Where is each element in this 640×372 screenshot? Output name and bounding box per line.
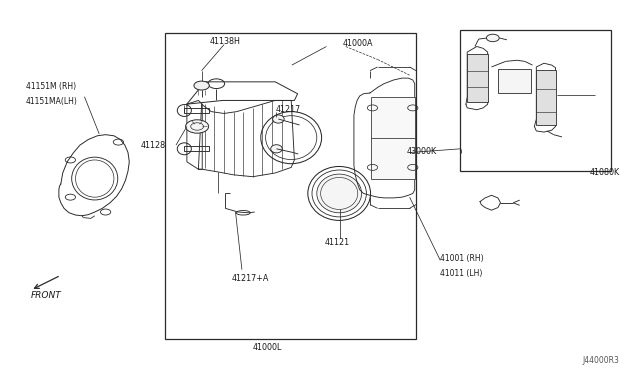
Text: 41000A: 41000A [342, 39, 373, 48]
Text: 41151M (RH): 41151M (RH) [26, 82, 76, 91]
Bar [184, 146, 209, 151]
Text: 41001 (RH): 41001 (RH) [440, 254, 484, 263]
Bar [165, 33, 416, 339]
Text: 41128: 41128 [141, 141, 166, 150]
Circle shape [194, 81, 209, 90]
Bar [467, 54, 488, 102]
Text: J44000R3: J44000R3 [582, 356, 620, 365]
Bar [460, 30, 611, 171]
Ellipse shape [317, 174, 362, 213]
Ellipse shape [273, 115, 284, 123]
Text: FRONT: FRONT [31, 291, 61, 300]
Text: 43000K: 43000K [406, 147, 436, 156]
Circle shape [186, 120, 209, 133]
Bar [498, 69, 531, 93]
Bar [184, 108, 209, 113]
Text: 41121: 41121 [325, 238, 350, 247]
Text: 41217+A: 41217+A [232, 274, 269, 283]
Ellipse shape [271, 145, 282, 153]
Text: 41138H: 41138H [210, 37, 241, 46]
Text: 41151MA(LH): 41151MA(LH) [26, 97, 77, 106]
Bar [371, 97, 415, 179]
Text: 41000L: 41000L [253, 343, 282, 352]
Bar [536, 70, 556, 125]
Text: 41011 (LH): 41011 (LH) [440, 269, 483, 278]
Circle shape [486, 34, 499, 42]
Text: 41080K: 41080K [590, 169, 620, 177]
Text: 41217: 41217 [275, 105, 300, 114]
